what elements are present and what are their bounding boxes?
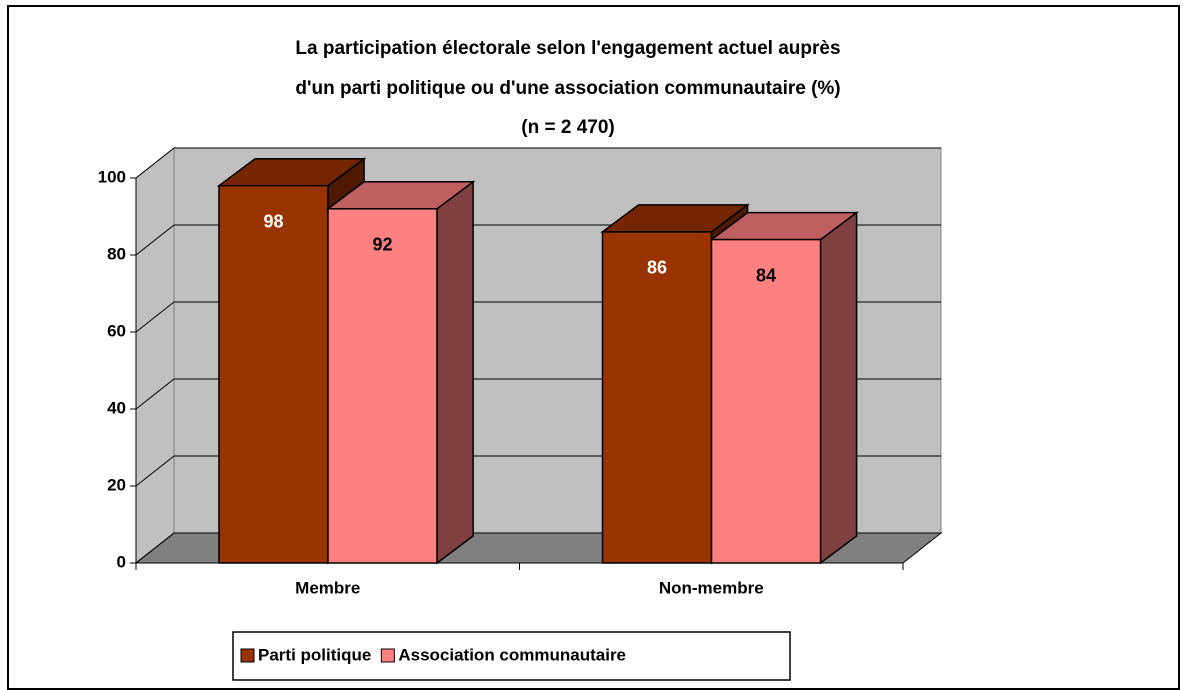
x-tick-label: Non-membre: [659, 578, 764, 597]
grid-line: [135, 378, 175, 410]
y-tick-label: 40: [107, 398, 126, 417]
bar: [327, 208, 438, 564]
grid-line: [135, 147, 175, 179]
grid-line: [135, 224, 175, 256]
y-tick-label: 80: [107, 244, 126, 263]
side-wall: [135, 146, 175, 565]
y-tick-label: 20: [107, 475, 126, 494]
legend-label: Association communautaire: [398, 645, 626, 664]
legend-box: [232, 631, 791, 681]
legend-label: Parti politique: [258, 645, 371, 664]
legend-swatch: [240, 648, 255, 663]
x-tick-label: Membre: [295, 578, 360, 597]
legend-swatch: [380, 648, 395, 663]
grid-line: [135, 455, 175, 487]
bar-side: [819, 211, 858, 565]
value-label: 84: [756, 265, 776, 285]
grid-line: [135, 532, 175, 564]
value-label: 86: [647, 258, 667, 278]
bar-side: [436, 180, 474, 565]
y-tick-label: 0: [117, 552, 126, 571]
chart-title: d'un parti politique ou d'une associatio…: [295, 78, 840, 99]
value-label: 98: [263, 211, 283, 231]
y-tick-label: 60: [107, 321, 126, 340]
chart-title: (n = 2 470): [521, 117, 614, 138]
bar: [601, 231, 713, 564]
grid-line: [135, 301, 175, 333]
chart-title: La participation électorale selon l'enga…: [295, 38, 840, 59]
y-tick-label: 100: [98, 167, 126, 186]
value-label: 92: [372, 235, 392, 255]
bar: [710, 238, 822, 564]
bar: [218, 184, 329, 564]
